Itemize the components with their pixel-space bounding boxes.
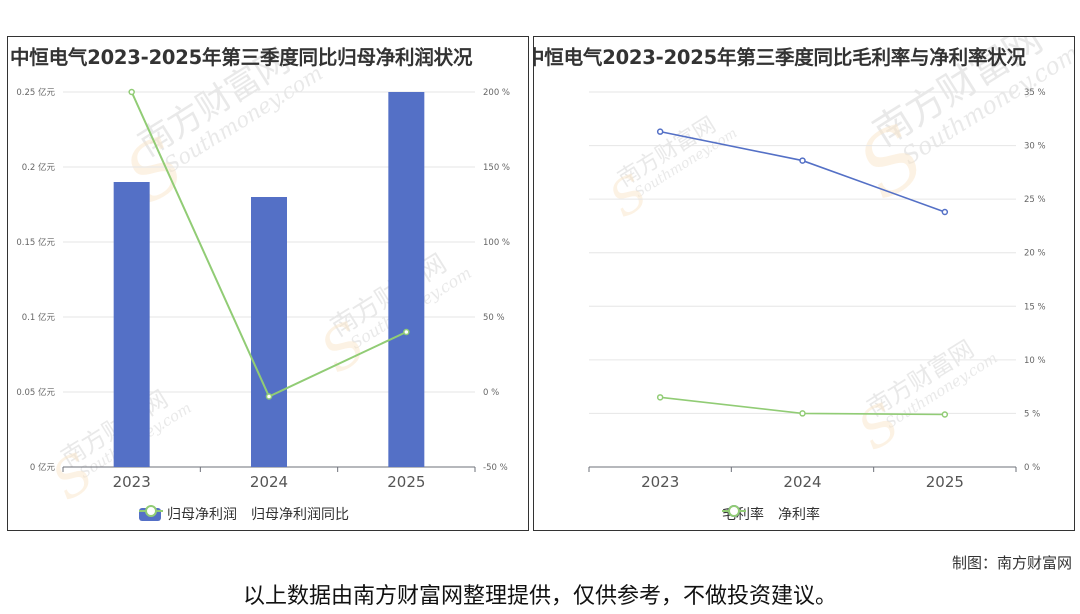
- y-right-tick-label: 20 %: [1024, 249, 1046, 259]
- y-left-tick-label: 0.15 亿元: [16, 237, 55, 248]
- point-net-profit-yoy: [265, 393, 273, 400]
- x-tick-label: 2023: [113, 473, 151, 491]
- y-right-tick-label: 30 %: [1024, 142, 1046, 152]
- point-net-margin: [799, 410, 806, 417]
- x-tick-label: 2025: [387, 473, 425, 491]
- y-left-tick-label: 0.05 亿元: [16, 387, 55, 398]
- y-right-tick-label: 150 %: [483, 163, 510, 173]
- x-tick-label: 2024: [250, 473, 288, 491]
- y-left-tick-label: 0.1 亿元: [22, 312, 56, 323]
- x-tick-label: 2025: [926, 473, 964, 491]
- y-right-tick-label: 100 %: [483, 238, 510, 248]
- credit-text: 制图：南方财富网: [951, 554, 1072, 572]
- right-chart-panel: 南方财富网 Southmoney.com S 南方财富网 Southmoney.com S…: [533, 36, 1075, 531]
- point-net-margin: [941, 411, 949, 418]
- legend-item-net-margin[interactable]: 净利率: [722, 504, 820, 524]
- legend-item-line[interactable]: 归母净利润同比: [139, 504, 349, 524]
- point-gross-margin: [656, 128, 664, 135]
- point-net-profit-yoy: [403, 328, 410, 336]
- y-right-tick-label: 0 %: [483, 388, 499, 398]
- legend-net-label: 净利率: [778, 507, 820, 523]
- y-right-tick-label: -50 %: [483, 463, 508, 473]
- legend-net-swatch: [722, 505, 746, 517]
- left-chart-title: 中恒电气2023-2025年第三季度同比归母净利润状况: [10, 46, 473, 69]
- y-right-tick-label: 15 %: [1024, 302, 1046, 312]
- right-chart-title: 中恒电气2023-2025年第三季度同比毛利率与净利率状况: [533, 46, 1026, 69]
- y-left-tick-label: 0.25 亿元: [16, 87, 55, 98]
- y-right-tick-label: 0 %: [1024, 463, 1040, 473]
- y-left-tick-label: 0.2 亿元: [22, 162, 56, 173]
- y-left-tick-label: 0 亿元: [30, 462, 56, 473]
- right-chart-legend: 毛利率 净利率: [722, 504, 828, 524]
- legend-bar-label: 归母净利润: [167, 507, 237, 523]
- x-tick-label: 2023: [641, 473, 679, 491]
- left-chart-svg: 南方财富网Southmoney.comS南方财富网Southmoney.comS…: [16, 41, 510, 513]
- left-chart-panel: 南方财富网Southmoney.comS南方财富网Southmoney.comS…: [7, 36, 529, 531]
- y-right-tick-label: 25 %: [1024, 195, 1046, 205]
- bar-net-profit: [388, 92, 425, 467]
- bar-net-profit: [113, 182, 150, 467]
- point-net-profit-yoy: [128, 88, 135, 96]
- y-right-tick-label: 10 %: [1024, 356, 1046, 366]
- legend-line-swatch: [139, 505, 163, 517]
- y-right-tick-label: 200 %: [483, 88, 510, 98]
- legend-line-label: 归母净利润同比: [251, 507, 349, 523]
- left-chart-legend: 归母净利润 归母净利润同比: [139, 504, 357, 524]
- point-net-margin: [656, 394, 664, 401]
- point-gross-margin: [799, 157, 806, 164]
- y-right-tick-label: 50 %: [483, 313, 505, 323]
- bar-net-profit: [251, 197, 287, 467]
- point-gross-margin: [941, 208, 949, 216]
- y-right-tick-label: 35 %: [1024, 88, 1046, 98]
- y-right-tick-label: 5 %: [1024, 409, 1040, 419]
- x-tick-label: 2024: [783, 473, 821, 491]
- disclaimer-text: 以上数据由南方财富网整理提供，仅供参考，不做投资建议。: [242, 584, 837, 609]
